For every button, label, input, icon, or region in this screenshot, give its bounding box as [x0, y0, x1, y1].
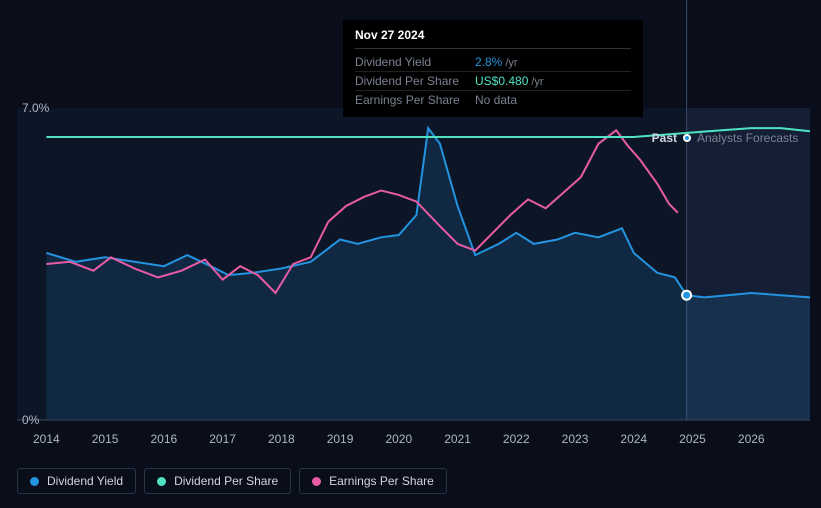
xaxis-label: 2015 — [92, 432, 119, 446]
xaxis-label: 2014 — [33, 432, 60, 446]
forecast-label: Analysts Forecasts — [697, 131, 798, 145]
yaxis-label: 7.0% — [22, 101, 49, 115]
divider-marker-icon — [683, 134, 691, 142]
legend-dot-icon — [312, 477, 321, 486]
chart-container: Nov 27 2024 Dividend Yield 2.8% /yr Divi… — [0, 0, 821, 508]
tooltip-row: Dividend Per Share US$0.480 /yr — [355, 72, 631, 91]
tooltip-label: Dividend Per Share — [355, 74, 475, 88]
xaxis-label: 2026 — [738, 432, 765, 446]
past-forecast-divider-label: Past Analysts Forecasts — [652, 131, 799, 145]
xaxis-label: 2023 — [562, 432, 589, 446]
legend-item-earnings-per-share[interactable]: Earnings Per Share — [299, 468, 447, 494]
legend-dot-icon — [157, 477, 166, 486]
xaxis-label: 2018 — [268, 432, 295, 446]
yaxis-label: 0% — [22, 413, 39, 427]
tooltip-value-nodata: No data — [475, 93, 517, 107]
tooltip-value: US$0.480 — [475, 74, 528, 88]
xaxis-label: 2016 — [150, 432, 177, 446]
xaxis-label: 2022 — [503, 432, 530, 446]
chart-legend: Dividend Yield Dividend Per Share Earnin… — [17, 468, 447, 494]
legend-item-dividend-yield[interactable]: Dividend Yield — [17, 468, 136, 494]
tooltip-label: Dividend Yield — [355, 55, 475, 69]
xaxis-label: 2021 — [444, 432, 471, 446]
hover-marker — [682, 291, 691, 300]
legend-label: Dividend Per Share — [174, 474, 278, 488]
tooltip-value-unit: /yr — [531, 76, 543, 88]
tooltip-value-unit: /yr — [505, 57, 517, 69]
tooltip-row: Dividend Yield 2.8% /yr — [355, 53, 631, 72]
tooltip-date: Nov 27 2024 — [355, 28, 631, 49]
xaxis-label: 2025 — [679, 432, 706, 446]
xaxis-label: 2024 — [620, 432, 647, 446]
legend-label: Dividend Yield — [47, 474, 123, 488]
chart-tooltip: Nov 27 2024 Dividend Yield 2.8% /yr Divi… — [343, 20, 643, 117]
xaxis-label: 2019 — [327, 432, 354, 446]
tooltip-row: Earnings Per Share No data — [355, 91, 631, 109]
legend-dot-icon — [30, 477, 39, 486]
xaxis: 2014 2015 2016 2017 2018 2019 2020 2021 2022 2023… — [0, 432, 821, 452]
past-label: Past — [652, 131, 677, 145]
xaxis-label: 2017 — [209, 432, 236, 446]
tooltip-label: Earnings Per Share — [355, 93, 475, 107]
xaxis-label: 2020 — [385, 432, 412, 446]
tooltip-value: 2.8% — [475, 55, 502, 69]
legend-label: Earnings Per Share — [329, 474, 434, 488]
legend-item-dividend-per-share[interactable]: Dividend Per Share — [144, 468, 291, 494]
